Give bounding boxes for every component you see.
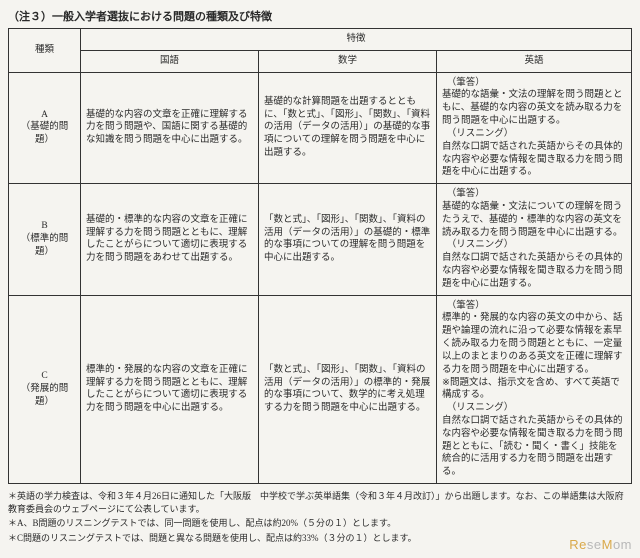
table-row: B （標準的問題） 基礎的・標準的な内容の文章を正確に理解する力を問う問題ととも… (9, 184, 632, 296)
footnote: ＊C問題のリスニングテストでは、問題と異なる問題を使用し、配点は約33%（３分の… (8, 532, 632, 545)
header-sugaku: 数学 (258, 50, 436, 72)
cell-kokugo: 基礎的・標準的な内容の文章を正確に理解する力を問う問題とともに、理解したことがら… (81, 184, 259, 296)
cell-kokugo: 標準的・発展的な内容の文章を正確に理解する力を問う問題とともに、理解したことがら… (81, 295, 259, 483)
type-cell: A （基礎的問題） (9, 72, 81, 184)
table-row: A （基礎的問題） 基礎的な内容の文章を正確に理解する力を問う問題や、国語に関す… (9, 72, 632, 184)
footnotes: ＊英語の学力検査は、令和３年４月26日に通知した「大阪版 中学校で学ぶ英単語集（… (8, 490, 632, 544)
type-sub: （標準的問題） (14, 233, 75, 259)
header-features: 特徴 (81, 29, 632, 51)
cell-eigo: （筆答） 基礎的な語彙・文法についての理解を問うたうえで、基礎的・標準的な内容の… (436, 184, 631, 296)
cell-sugaku: 「数と式」、「図形」、「関数」、「資料の活用（データの活用）」の基礎的・標準的な… (258, 184, 436, 296)
cell-eigo: （筆答） 標準的・発展的な内容の英文の中から、話題や論理の流れに沿って必要な情報… (436, 295, 631, 483)
type-label: A (14, 109, 75, 122)
cell-kokugo: 基礎的な内容の文章を正確に理解する力を問う問題や、国語に関する基礎的な知識を問う… (81, 72, 259, 184)
header-eigo: 英語 (436, 50, 631, 72)
features-table: 種類 特徴 国語 数学 英語 A （基礎的問題） 基礎的な内容の文章を正確に理解… (8, 28, 632, 484)
type-label: B (14, 220, 75, 233)
cell-sugaku: 「数と式」、「図形」、「関数」、「資料の活用（データの活用）」の標準的・発展的な… (258, 295, 436, 483)
type-label: C (14, 370, 75, 383)
table-body: A （基礎的問題） 基礎的な内容の文章を正確に理解する力を問う問題や、国語に関す… (9, 72, 632, 483)
cell-eigo: （筆答） 基礎的な語彙・文法の理解を問う問題とともに、基礎的な内容の英文を読み取… (436, 72, 631, 184)
footnote: ＊A、B問題のリスニングテストでは、同一問題を使用し、配点は約20%（５分の１）… (8, 517, 632, 530)
cell-sugaku: 基礎的な計算問題を出題するとともに、「数と式」、「図形」、「関数」、「資料の活用… (258, 72, 436, 184)
header-type: 種類 (9, 29, 81, 73)
type-cell: B （標準的問題） (9, 184, 81, 296)
document-title: （注３）一般入学者選抜における問題の種類及び特徴 (8, 8, 632, 24)
type-sub: （基礎的問題） (14, 121, 75, 147)
type-sub: （発展的問題） (14, 383, 75, 409)
watermark: ReseMom (569, 537, 632, 552)
footnote: ＊英語の学力検査は、令和３年４月26日に通知した「大阪版 中学校で学ぶ英単語集（… (8, 490, 632, 515)
type-cell: C （発展的問題） (9, 295, 81, 483)
table-row: C （発展的問題） 標準的・発展的な内容の文章を正確に理解する力を問う問題ととも… (9, 295, 632, 483)
header-kokugo: 国語 (81, 50, 259, 72)
